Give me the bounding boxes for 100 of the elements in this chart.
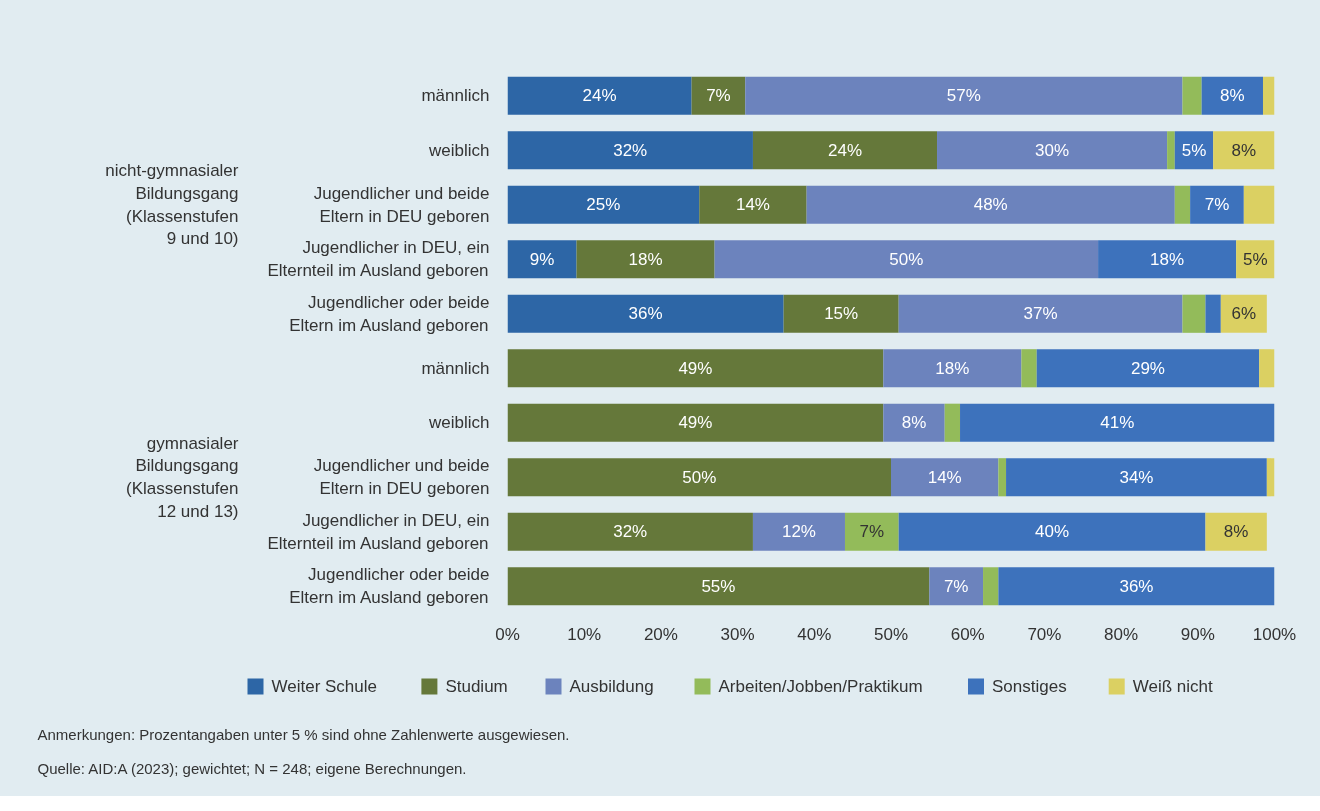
data-label: 50% xyxy=(682,467,717,487)
x-tick-label: 70% xyxy=(1027,624,1062,644)
data-label: 7% xyxy=(706,86,731,106)
bar xyxy=(1021,349,1037,388)
bar xyxy=(752,131,938,170)
bar xyxy=(1190,185,1244,224)
bar xyxy=(883,403,945,442)
legend-label: Ausbildung xyxy=(569,677,654,696)
data-label: 8% xyxy=(1220,86,1245,106)
data-label: 18% xyxy=(628,249,663,269)
text: Anmerkungen: Prozentangaben unter 5 % sind ohne Zahlenwerte ausgewiesen. xyxy=(37,726,570,743)
bar xyxy=(507,185,700,224)
data-label: 14% xyxy=(735,195,770,215)
data-label: 18% xyxy=(1150,249,1185,269)
data-label: 18% xyxy=(935,358,970,378)
y-tick-label: Jugendlicher und beide Eltern in DEU geboren xyxy=(313,183,490,226)
data-label: 7% xyxy=(943,576,969,596)
y-tick-label: Jugendlicher oder beide Eltern im Ausland geboren xyxy=(289,565,490,608)
data-label: 8% xyxy=(1223,522,1249,542)
bar xyxy=(1167,131,1175,170)
x-tick-label: 80% xyxy=(1104,624,1139,644)
bar xyxy=(998,458,1007,497)
data-label: 37% xyxy=(1023,304,1058,324)
bar xyxy=(998,567,1275,606)
data-label: 30% xyxy=(1035,140,1070,160)
x-tick-label: 0% xyxy=(495,624,520,644)
bar xyxy=(960,403,1275,442)
y-tick-label: männlich xyxy=(421,86,490,106)
bar xyxy=(1205,294,1221,333)
data-label: 40% xyxy=(1035,522,1070,542)
y-tick-label: männlich xyxy=(421,358,490,378)
bar xyxy=(898,512,1206,551)
data-label: 57% xyxy=(946,86,981,106)
data-label: 7% xyxy=(859,522,885,542)
bar xyxy=(1266,458,1275,497)
data-label: 36% xyxy=(1119,576,1154,596)
bar xyxy=(944,403,961,442)
y-tick-label: Jugendlicher und beide Eltern in DEU geboren xyxy=(313,456,490,499)
data-label: 41% xyxy=(1100,413,1135,433)
y-tick-label: Jugendlicher in DEU, ein Elternteil im Ausland geboren xyxy=(267,510,490,553)
bar xyxy=(983,567,999,606)
data-label: 7% xyxy=(1204,195,1230,215)
data-label: 34% xyxy=(1119,467,1154,487)
bar xyxy=(507,294,784,333)
data-label: 12% xyxy=(781,522,816,542)
data-label: 15% xyxy=(824,304,859,324)
legend-label: Weiß nicht xyxy=(1132,677,1213,696)
data-label: 36% xyxy=(628,304,663,324)
bar xyxy=(806,185,1175,224)
bar xyxy=(576,240,715,279)
data-label: 5% xyxy=(1181,140,1207,160)
bar xyxy=(1220,294,1267,333)
data-label: 48% xyxy=(973,195,1008,215)
bar xyxy=(1213,131,1275,170)
y-tick-label: Jugendlicher in DEU, ein Elternteil im Ausland geboren xyxy=(267,238,490,281)
x-tick-label: 50% xyxy=(873,624,909,644)
bar xyxy=(507,403,884,442)
bar xyxy=(1182,76,1202,115)
bar xyxy=(507,76,692,115)
data-label: 14% xyxy=(927,467,962,487)
bar xyxy=(699,185,807,224)
data-label: 8% xyxy=(901,413,927,433)
x-tick-label: 20% xyxy=(643,624,678,644)
bar xyxy=(844,512,899,551)
bar xyxy=(752,512,845,551)
y-tick-label: weiblich xyxy=(428,413,490,433)
bar xyxy=(1182,294,1206,333)
text: gymnasialer Bildungsgang (Klassenstufen 12 und 13) xyxy=(126,433,239,521)
data-label: 49% xyxy=(678,358,713,378)
bar xyxy=(1036,349,1260,388)
bar xyxy=(891,458,999,497)
data-label: 24% xyxy=(582,86,617,106)
data-label: 32% xyxy=(613,522,648,542)
data-label: 8% xyxy=(1231,140,1257,160)
y-tick-label: weiblich xyxy=(428,140,490,160)
bar xyxy=(1262,76,1275,115)
bar xyxy=(929,567,984,606)
bar xyxy=(883,349,1022,388)
data-label: 32% xyxy=(613,140,648,160)
data-label: 6% xyxy=(1231,304,1257,324)
legend-label: Sonstiges xyxy=(992,677,1067,696)
x-tick-label: 60% xyxy=(950,624,985,644)
bar xyxy=(507,349,884,388)
data-label: 9% xyxy=(529,249,555,269)
legend-label: Weiter Schule xyxy=(271,677,378,696)
bar xyxy=(1006,458,1267,497)
legend-label: Studium xyxy=(445,677,508,696)
bar xyxy=(937,131,1168,170)
bar xyxy=(783,294,899,333)
data-label: 29% xyxy=(1130,358,1165,378)
bar xyxy=(507,567,930,606)
bar xyxy=(714,240,1099,279)
data-label: 24% xyxy=(827,140,862,160)
bar xyxy=(1201,76,1263,115)
data-label: 55% xyxy=(701,576,736,596)
data-label: 49% xyxy=(678,413,713,433)
bar xyxy=(1243,185,1275,224)
bar xyxy=(507,512,753,551)
bar xyxy=(1174,185,1191,224)
bar xyxy=(507,458,891,497)
